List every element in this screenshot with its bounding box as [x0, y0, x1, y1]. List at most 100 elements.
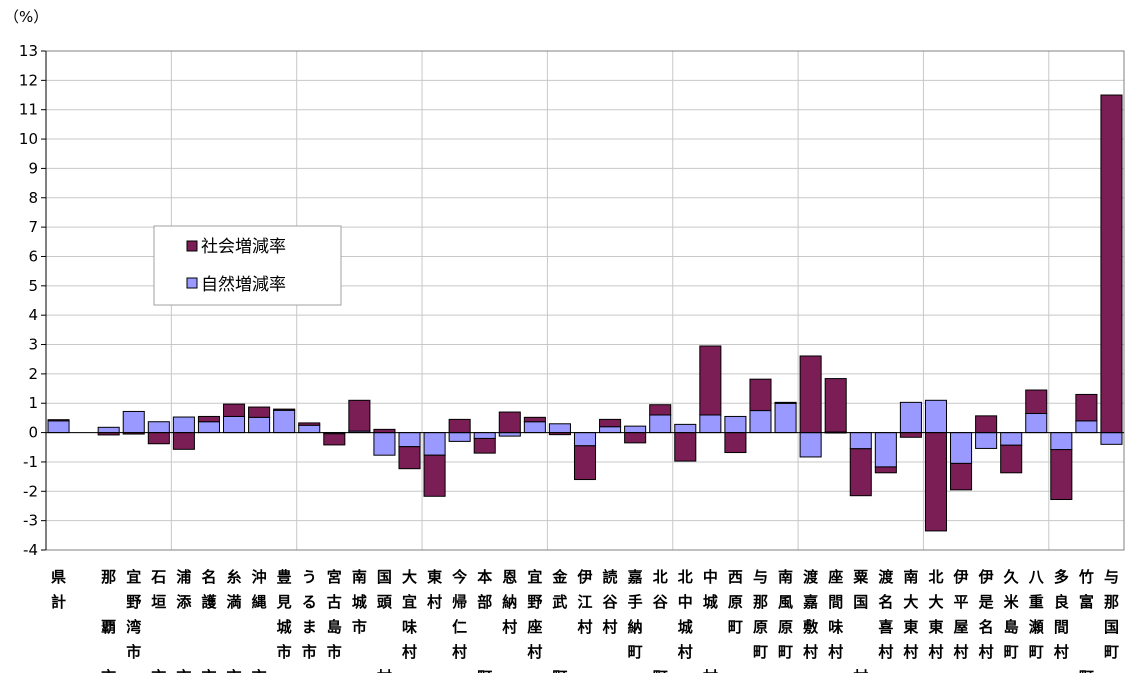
x-category-label-char: 北	[653, 568, 668, 586]
bar-social	[523, 416, 546, 423]
x-category-label-char: 町	[628, 643, 643, 661]
y-tick-label: 3	[28, 336, 38, 354]
x-category-label-char: 市	[327, 643, 342, 661]
y-tick-label: 4	[28, 306, 38, 324]
x-category-label-char: 納	[628, 618, 643, 636]
bar-natural	[749, 410, 772, 434]
x-category-label-char: 味	[402, 618, 417, 636]
x-category-label-char: 村	[703, 668, 718, 673]
bar-natural	[273, 409, 296, 434]
x-category-label-char: 町	[728, 618, 743, 636]
x-category-label-char: 部	[477, 593, 492, 611]
bar-natural	[724, 415, 747, 434]
x-category-label-char: 市	[101, 668, 116, 673]
x-category-label-char: 村	[954, 643, 969, 661]
x-category-label-char: 北	[928, 568, 943, 586]
x-category-label-char: 城	[703, 593, 718, 611]
bar-social	[323, 433, 346, 446]
x-category-label-char: 村	[1054, 643, 1069, 661]
x-category-label-char: 谷	[653, 593, 669, 611]
bar-social	[398, 446, 421, 470]
x-category-label-char: 平	[954, 593, 969, 611]
x-category-label-char: 東	[427, 568, 442, 586]
x-category-label-char: 風	[778, 593, 793, 611]
bar-natural	[1025, 413, 1048, 434]
bar-social	[975, 415, 998, 434]
x-category-label-char: 大	[402, 568, 417, 586]
x-category-label-char: 添	[176, 593, 192, 611]
x-category-label-char: る	[302, 593, 317, 611]
bar-social	[849, 448, 872, 497]
x-category-label-char: 西	[728, 568, 743, 586]
bar-social	[1100, 94, 1123, 434]
x-category-label-char: 村	[928, 643, 943, 661]
bar-natural	[874, 432, 897, 468]
x-category-label-char: 是	[978, 593, 995, 611]
x-category-label-char: 南	[903, 568, 918, 586]
y-tick-label: 0	[28, 424, 38, 442]
x-category-label-char: 村	[377, 668, 392, 673]
x-category-label-char: 村	[502, 618, 517, 636]
unit-label: （%）	[4, 8, 48, 26]
x-category-label-char: 石	[150, 568, 166, 586]
x-category-label-char: 村	[903, 643, 918, 661]
x-category-label-char: 敷	[803, 618, 819, 636]
x-category-label-char: 与	[753, 568, 768, 586]
x-category-label-char: 瀬	[1029, 618, 1044, 636]
bar-natural	[924, 399, 948, 434]
x-category-label-char: 南	[352, 568, 367, 586]
x-category-label-char: 市	[352, 618, 367, 636]
x-category-label-char: 那	[101, 568, 116, 586]
bar-natural	[147, 421, 170, 434]
bar-social	[749, 378, 772, 412]
bar-natural	[624, 425, 647, 434]
x-category-label-char: 東	[928, 618, 943, 636]
bar-social	[649, 404, 672, 416]
x-category-label-char: 武	[552, 593, 567, 611]
legend-box	[153, 225, 342, 306]
x-category-label-char: 恩	[502, 568, 517, 586]
bar-natural	[448, 432, 471, 442]
y-tick-label: -4	[23, 541, 38, 559]
x-category-label-char: 宮	[327, 568, 342, 586]
bar-natural	[1100, 432, 1123, 445]
bar-natural	[47, 420, 70, 434]
x-category-label-char: 城	[678, 618, 693, 636]
x-category-label-char: 古	[327, 593, 342, 611]
bar-natural	[423, 432, 446, 456]
bar-social	[573, 445, 597, 481]
x-category-label-char: 県	[51, 568, 66, 586]
x-category-label-char: 中	[703, 568, 718, 586]
x-category-label-char: 南	[778, 568, 793, 586]
x-category-label-char: 市	[201, 668, 216, 673]
x-category-label-char: 島	[1004, 618, 1019, 636]
bar-social	[197, 415, 220, 423]
bar-social	[724, 432, 747, 454]
x-category-label-char: 渡	[878, 568, 894, 586]
x-category-label-char: 市	[151, 668, 166, 673]
x-category-label-char: 渡	[803, 568, 819, 586]
x-category-label-char: 読	[603, 568, 618, 586]
bar-social	[774, 401, 797, 404]
x-category-label-char: 島	[327, 618, 342, 636]
x-category-label-char: 原	[728, 593, 743, 611]
x-category-label-char: 豊	[277, 568, 292, 586]
bar-social	[674, 432, 697, 462]
bar-social	[348, 399, 371, 432]
x-category-label-char: 頭	[377, 593, 393, 611]
x-category-label-char: 竹	[1078, 568, 1094, 586]
x-category-label-char: 縄	[252, 593, 267, 611]
x-category-label-char: 多	[1054, 568, 1069, 586]
x-category-label-char: 町	[653, 668, 668, 673]
x-category-label-char: 村	[853, 668, 868, 673]
x-category-label-char: 村	[577, 618, 592, 636]
x-category-label-char: 宜	[126, 568, 141, 586]
x-category-label-char: 村	[979, 643, 994, 661]
x-category-label-char: 野	[126, 593, 141, 611]
y-tick-label: 7	[28, 218, 38, 236]
x-category-label-char: 名	[201, 568, 216, 586]
bar-natural	[649, 414, 672, 434]
bar-natural	[523, 421, 546, 434]
x-category-label-char: 手	[628, 593, 643, 611]
